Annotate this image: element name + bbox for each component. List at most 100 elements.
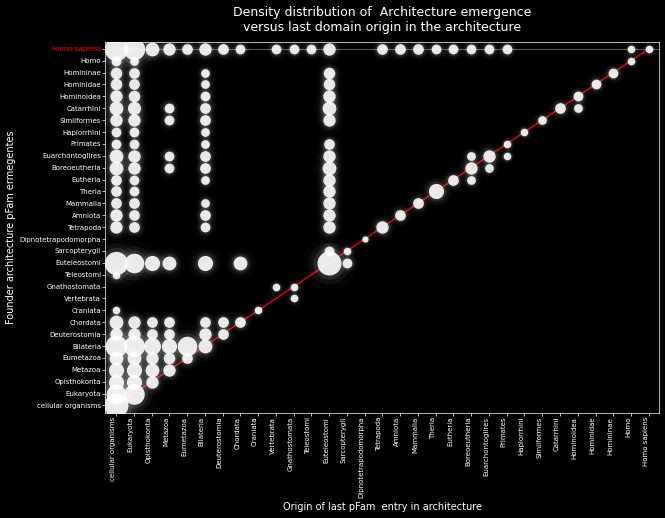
- Point: [324, 116, 334, 124]
- Point: [200, 92, 210, 100]
- Point: [182, 45, 192, 53]
- Point: [324, 258, 334, 267]
- Point: [164, 45, 175, 53]
- Point: [395, 211, 406, 220]
- Point: [289, 282, 299, 291]
- Point: [146, 330, 157, 338]
- Point: [200, 128, 210, 136]
- Point: [128, 116, 139, 124]
- Point: [200, 140, 210, 148]
- Point: [164, 318, 175, 326]
- Point: [146, 45, 157, 53]
- Point: [128, 211, 139, 220]
- Point: [412, 199, 423, 208]
- Point: [483, 152, 494, 160]
- Point: [324, 247, 334, 255]
- Point: [289, 282, 299, 291]
- Point: [271, 282, 281, 291]
- Point: [200, 164, 210, 172]
- Point: [111, 152, 122, 160]
- Point: [324, 152, 334, 160]
- Point: [146, 354, 157, 362]
- Y-axis label: Founder architecture pFam ermegentes: Founder architecture pFam ermegentes: [5, 131, 15, 324]
- Point: [128, 92, 139, 100]
- Point: [235, 318, 245, 326]
- Point: [164, 164, 175, 172]
- Point: [342, 247, 352, 255]
- Point: [573, 92, 583, 100]
- Point: [200, 164, 210, 172]
- Point: [128, 366, 139, 374]
- Point: [324, 140, 334, 148]
- Point: [164, 354, 175, 362]
- Point: [111, 140, 122, 148]
- Point: [111, 258, 122, 267]
- Point: [519, 128, 530, 136]
- Point: [289, 45, 299, 53]
- Point: [342, 258, 352, 267]
- Point: [128, 152, 139, 160]
- Point: [200, 199, 210, 208]
- Point: [200, 342, 210, 350]
- Point: [324, 211, 334, 220]
- Point: [324, 92, 334, 100]
- Point: [128, 116, 139, 124]
- Point: [448, 176, 459, 184]
- Point: [164, 152, 175, 160]
- Point: [111, 92, 122, 100]
- Point: [395, 45, 406, 53]
- Point: [608, 68, 618, 77]
- Point: [324, 188, 334, 196]
- Point: [377, 223, 388, 231]
- Point: [200, 223, 210, 231]
- Point: [111, 270, 122, 279]
- Point: [111, 330, 122, 338]
- Point: [146, 330, 157, 338]
- Point: [217, 330, 228, 338]
- Point: [111, 211, 122, 220]
- Point: [128, 176, 139, 184]
- Point: [146, 318, 157, 326]
- Point: [111, 80, 122, 89]
- Point: [128, 378, 139, 386]
- Point: [200, 152, 210, 160]
- Point: [111, 80, 122, 89]
- Point: [146, 330, 157, 338]
- Point: [324, 223, 334, 231]
- Point: [128, 211, 139, 220]
- Point: [128, 176, 139, 184]
- Point: [164, 152, 175, 160]
- Point: [324, 258, 334, 267]
- Point: [200, 116, 210, 124]
- Point: [430, 188, 441, 196]
- Point: [235, 318, 245, 326]
- Point: [324, 92, 334, 100]
- Point: [271, 45, 281, 53]
- Point: [128, 140, 139, 148]
- Point: [128, 188, 139, 196]
- Point: [164, 342, 175, 350]
- Point: [111, 258, 122, 267]
- Point: [200, 211, 210, 220]
- Point: [448, 176, 459, 184]
- Point: [324, 176, 334, 184]
- Point: [466, 45, 477, 53]
- Point: [200, 164, 210, 172]
- Point: [289, 45, 299, 53]
- Point: [324, 188, 334, 196]
- Point: [200, 140, 210, 148]
- Point: [200, 104, 210, 112]
- Point: [324, 68, 334, 77]
- Point: [128, 164, 139, 172]
- Point: [235, 45, 245, 53]
- Point: [128, 354, 139, 362]
- Point: [644, 45, 654, 53]
- Point: [111, 401, 122, 410]
- Point: [217, 318, 228, 326]
- Point: [501, 45, 512, 53]
- Point: [324, 164, 334, 172]
- Point: [128, 176, 139, 184]
- Point: [200, 128, 210, 136]
- Point: [111, 401, 122, 410]
- Point: [111, 378, 122, 386]
